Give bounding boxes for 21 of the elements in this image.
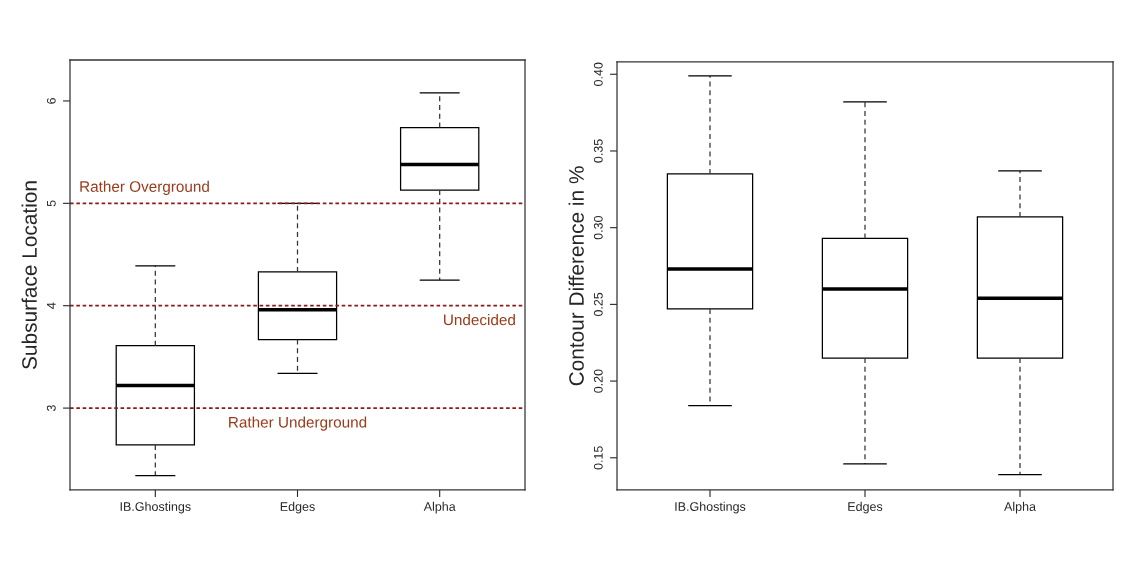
- y-tick-label: 4: [47, 302, 56, 309]
- ref-line-label: Undecided: [444, 314, 515, 326]
- x-tick-label: IB.Ghostings: [675, 501, 746, 514]
- y-tick-label: 0.30: [593, 216, 603, 240]
- x-tick-label: Alpha: [423, 501, 456, 514]
- y-axis-title: Subsurface Location: [21, 181, 37, 370]
- y-tick-label: 0.15: [593, 446, 603, 470]
- y-tick-label: 0.35: [593, 139, 603, 163]
- x-tick-label: Edges: [848, 501, 883, 514]
- y-tick-label: 6: [46, 98, 56, 104]
- x-tick-label: IB.Ghostings: [120, 501, 191, 514]
- y-tick-label: 0.25: [593, 292, 603, 317]
- y-tick-label: 0.20: [593, 369, 603, 393]
- y-tick-label: 5: [47, 200, 56, 207]
- ref-line-label: Rather Underground: [229, 416, 367, 431]
- x-tick-label: Edges: [280, 501, 315, 514]
- y-tick-label: 3: [46, 405, 56, 412]
- y-tick-label: 0.40: [593, 62, 603, 86]
- ref-line-label: Rather Overground: [80, 180, 209, 195]
- y-axis-title: Contour Difference in %: [568, 166, 584, 386]
- x-tick-label: Alpha: [1004, 501, 1036, 514]
